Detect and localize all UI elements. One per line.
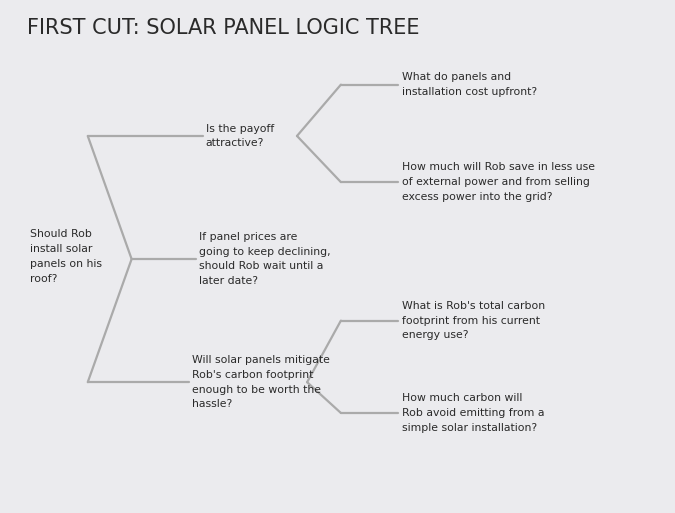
Text: Should Rob
install solar
panels on his
roof?: Should Rob install solar panels on his r… — [30, 229, 103, 284]
Text: What is Rob's total carbon
footprint from his current
energy use?: What is Rob's total carbon footprint fro… — [402, 301, 545, 341]
Text: Will solar panels mitigate
Rob's carbon footprint
enough to be worth the
hassle?: Will solar panels mitigate Rob's carbon … — [192, 355, 330, 409]
Text: FIRST CUT: SOLAR PANEL LOGIC TREE: FIRST CUT: SOLAR PANEL LOGIC TREE — [27, 18, 419, 38]
Text: Is the payoff
attractive?: Is the payoff attractive? — [206, 124, 274, 148]
Text: What do panels and
installation cost upfront?: What do panels and installation cost upf… — [402, 72, 537, 97]
Text: If panel prices are
going to keep declining,
should Rob wait until a
later date?: If panel prices are going to keep declin… — [199, 232, 331, 286]
Text: How much will Rob save in less use
of external power and from selling
excess pow: How much will Rob save in less use of ex… — [402, 162, 595, 202]
Text: How much carbon will
Rob avoid emitting from a
simple solar installation?: How much carbon will Rob avoid emitting … — [402, 393, 544, 433]
